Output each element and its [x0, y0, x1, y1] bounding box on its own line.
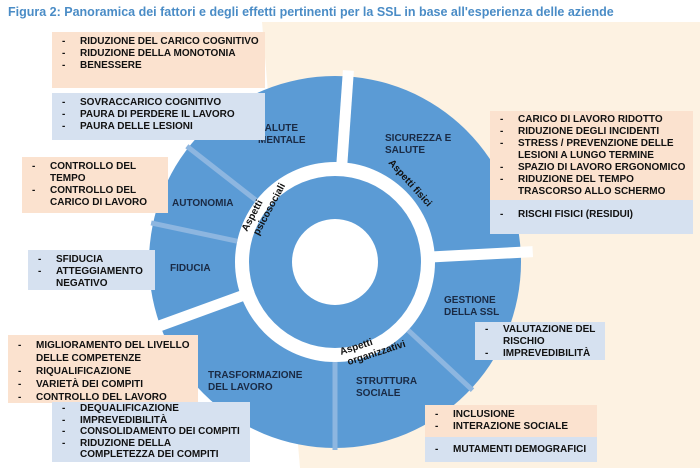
box-sicurezza-positive: CARICO DI LAVORO RIDOTTORIDUZIONE DEGLI …	[490, 111, 693, 200]
list-item: PAURA DI PERDERE IL LAVORO	[58, 109, 259, 121]
segment-salute-mentale: SALUTE MENTALE	[258, 123, 306, 147]
segment-label: SOCIALE	[356, 388, 401, 399]
segment-struttura-sociale: STRUTTURA SOCIALE	[356, 376, 417, 400]
segment-separator	[150, 220, 238, 244]
segment-label: MENTALE	[258, 135, 306, 146]
list-item: PAURA DELLE LESIONI	[58, 121, 259, 133]
list-item: RIDUZIONE DEL TEMPO TRASCORSO ALLO SCHER…	[496, 174, 687, 198]
list-item: BENESSERE	[58, 60, 259, 72]
box-gestione-negative: VALUTAZIONE DEL RISCHIOIMPREVEDIBILITÀ	[475, 322, 605, 360]
list-item: INCLUSIONE	[431, 409, 591, 421]
list-item: CARICO DI LAVORO RIDOTTO	[496, 114, 687, 126]
segment-label: TRASFORMAZIONE	[208, 370, 303, 381]
list-item: STRESS / PREVENZIONE DELLE LESIONI A LUN…	[496, 138, 687, 162]
list-item: SPAZIO DI LAVORO ERGONOMICO	[496, 162, 687, 174]
segment-label: GESTIONE	[444, 295, 496, 306]
list-item: VALUTAZIONE DEL RISCHIO	[481, 324, 599, 348]
list-item: RISCHI FISICI (RESIDUI)	[496, 209, 687, 221]
aspect-divider	[152, 290, 245, 333]
list-item: VARIETÀ DEI COMPITI	[14, 378, 192, 391]
list-item: RIDUZIONE DELLA MONOTONIA	[58, 48, 259, 60]
aspect-divider	[432, 246, 534, 263]
list-item: RIDUZIONE DELLA COMPLETEZZA DEI COMPITI	[58, 438, 244, 461]
list-item: SOVRACCARICO COGNITIVO	[58, 97, 259, 109]
segment-label: DELLA SSL	[444, 307, 500, 318]
list-item: CONSOLIDAMENTO DEI COMPITI	[58, 426, 244, 438]
list-item: CONTROLLO DEL LAVORO	[14, 391, 192, 404]
list-item: CONTROLLO DEL CARICO DI LAVORO	[28, 185, 162, 209]
center-hole	[292, 219, 378, 305]
list-item: DEQUALIFICAZIONE	[58, 403, 244, 415]
segment-label: SALUTE	[258, 123, 298, 134]
segment-autonomia: AUTONOMIA	[172, 198, 234, 209]
figure-title: Figura 2: Panoramica dei fattori e degli…	[8, 5, 614, 19]
list-item: IMPREVEDIBILITÀ	[481, 348, 599, 360]
box-trasformazione-negative: DEQUALIFICAZIONEIMPREVEDIBILITÀCONSOLIDA…	[52, 402, 250, 462]
segment-label: SALUTE	[385, 145, 425, 156]
list-item: RIDUZIONE DEGLI INCIDENTI	[496, 126, 687, 138]
segment-label: SICUREZZA E	[385, 133, 452, 144]
aspect-divider	[336, 70, 354, 165]
segment-label: STRUTTURA	[356, 376, 418, 387]
segment-separator	[185, 144, 258, 203]
segment-fiducia: FIDUCIA	[170, 263, 211, 274]
list-item: MUTAMENTI DEMOGRAFICI	[431, 444, 591, 456]
list-item: SFIDUCIA	[34, 254, 149, 266]
segment-separator	[406, 328, 475, 393]
segment-trasformazione-lavoro: TRASFORMAZIONE DEL LAVORO	[208, 370, 302, 394]
box-struttura-negative: MUTAMENTI DEMOGRAFICI	[425, 437, 597, 462]
list-item: IMPREVEDIBILITÀ	[58, 415, 244, 427]
outer-ring	[149, 70, 534, 450]
segment-sicurezza-salute: SICUREZZA E SALUTE	[385, 133, 451, 157]
box-sicurezza-negative: RISCHI FISICI (RESIDUI)	[490, 200, 693, 234]
segment-gestione-ssl: GESTIONE DELLA SSL	[444, 295, 499, 319]
list-item: INTERAZIONE SOCIALE	[431, 421, 591, 433]
box-struttura-positive: INCLUSIONEINTERAZIONE SOCIALE	[425, 405, 597, 437]
segment-label: DEL LAVORO	[208, 382, 273, 393]
list-item: MIGLIORAMENTO DEL LIVELLO DELLE COMPETEN…	[14, 339, 192, 365]
list-item: CONTROLLO DEL TEMPO	[28, 161, 162, 185]
box-trasformazione-positive: MIGLIORAMENTO DEL LIVELLO DELLE COMPETEN…	[8, 335, 198, 404]
box-salute-negative: SOVRACCARICO COGNITIVOPAURA DI PERDERE I…	[52, 93, 265, 140]
list-item: RIDUZIONE DEL CARICO COGNITIVO	[58, 36, 259, 48]
box-salute-positive: RIDUZIONE DEL CARICO COGNITIVORIDUZIONE …	[52, 32, 265, 88]
box-fiducia-negative: SFIDUCIAATTEGGIAMENTO NEGATIVO	[28, 250, 155, 290]
box-autonomia-positive: CONTROLLO DEL TEMPOCONTROLLO DEL CARICO …	[22, 157, 168, 213]
list-item: ATTEGGIAMENTO NEGATIVO	[34, 266, 149, 290]
list-item: RIQUALIFICAZIONE	[14, 365, 192, 378]
